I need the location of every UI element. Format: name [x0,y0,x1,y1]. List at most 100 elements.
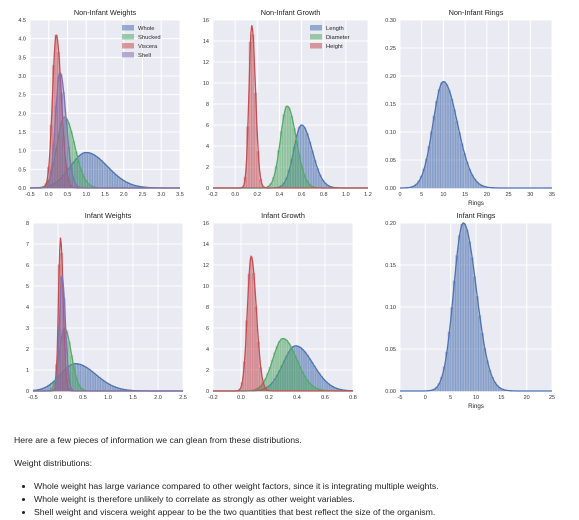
y-tick-label: 4 [206,144,209,150]
histogram-bar [460,223,464,392]
y-tick-label: 0.0 [18,186,26,192]
chart-title: Infant Rings [457,211,496,220]
histogram-bar [308,141,312,189]
x-tick-label: 0.4 [276,192,284,198]
histogram-bar [465,229,469,392]
kde-line [213,254,353,392]
x-tick-label: 10 [473,395,479,401]
legend-swatch [122,25,134,31]
y-tick-label: 6 [26,263,29,269]
histogram-bar [467,241,472,392]
histogram-bar [462,153,467,189]
chart-title: Non-Infant Weights [74,8,137,17]
histogram-bar [94,155,98,189]
histogram-bar [440,82,444,189]
kde-line [400,81,552,189]
histogram-bar [117,176,121,189]
x-tick-label: -5 [398,395,403,401]
y-tick-label: 1.0 [18,149,26,155]
y-tick-label: 0 [206,389,209,395]
histogram-bar [432,115,436,189]
x-tick-label: 0.8 [320,192,328,198]
y-tick-label: 3.5 [18,55,26,61]
x-tick-label: 20 [524,395,530,401]
x-tick-label: 0.0 [231,192,239,198]
x-tick-label: -0.2 [208,395,217,401]
x-tick-label: 1.0 [104,395,112,401]
y-tick-label: 10 [203,284,209,290]
histogram-bar [57,76,61,189]
histogram-bar [282,338,286,392]
x-tick-label: 2.0 [120,192,128,198]
x-tick-label: 10 [440,192,446,198]
x-tick-label: 3.5 [176,192,184,198]
legend-label: Length [326,26,344,32]
y-tick-label: 4 [206,347,209,353]
histogram-bar [105,382,109,392]
histogram-bar [249,256,253,392]
y-tick-label: 1 [26,368,29,374]
y-tick-label: 0.25 [385,46,396,52]
x-tick-label: 35 [549,192,555,198]
y-tick-label: 0.5 [18,167,26,173]
y-tick-label: 0.15 [385,102,396,108]
histogram-bar [460,143,464,189]
histogram-bar [298,367,302,392]
histogram-bar [119,178,123,189]
legend-label: Whole [138,26,154,32]
chart-title: Non-Infant Rings [449,8,504,17]
histogram-bar [102,380,106,392]
x-tick-label: -0.2 [208,192,217,198]
x-tick-label: 3.0 [157,192,165,198]
legend-label: Shucked [138,35,161,41]
legend-swatch [122,52,134,58]
x-tick-label: 5 [420,192,423,198]
legend-swatch [310,25,322,31]
histogram-bar [445,84,449,189]
bullet-item: Shell weight and viscera weight appear t… [34,506,439,519]
y-tick-label: 0.15 [385,263,396,269]
chart-panel: -0.5 0.0 0.5 1.0 1.5 2.0 2.5 0 1 2 3 4 5 6 7 8 Infant We… [26,211,187,401]
histogram-bar [291,351,295,392]
x-tick-label: 0.6 [321,395,329,401]
histogram-bar [480,332,484,392]
histogram-bar [97,157,101,189]
histogram-bar [90,370,94,392]
histogram-bar [455,120,459,189]
x-tick-label: 0.0 [45,192,53,198]
histogram-bar [273,352,277,392]
histogram-bar [472,276,477,392]
histogram-bar [289,346,293,392]
histogram-bar [92,154,96,189]
x-tick-label: 2.5 [139,192,147,198]
chart-title: Infant Growth [261,211,305,220]
y-tick-label: 8 [206,305,209,311]
x-tick-label: 2.0 [154,395,162,401]
chart-panel: -0.2 0.0 0.2 0.4 0.6 0.8 1.0 1.2 0 2 4 6 8 10 12 14 16 No… [203,8,372,198]
histogram-bar [89,153,93,189]
histogram-bar [104,164,108,189]
bullet-item: Whole weight is therefore unlikely to co… [34,493,439,506]
chart-grid: -0.5 0.0 0.5 1.0 1.5 2.0 2.5 3.0 3.50.00.51.01.5… [18,8,555,410]
histogram-bar [457,235,461,392]
x-tick-label: 0.4 [293,395,301,401]
histogram-bar [447,90,451,189]
y-tick-label: 0.05 [385,158,396,164]
histogram-bar [478,315,482,392]
histogram-bar [437,89,441,189]
histogram-bar [275,345,279,392]
y-tick-label: 4 [26,305,29,311]
y-tick-label: 4.5 [18,18,26,24]
histogram-bar [470,257,474,392]
histogram-bar [457,132,461,189]
y-tick-label: 10 [203,81,209,87]
y-tick-label: 4.0 [18,37,26,43]
x-tick-label: 0.8 [349,395,357,401]
weight-heading: Weight distributions: [14,458,93,468]
legend-label: Height [326,44,343,50]
y-tick-label: 0 [26,389,29,395]
y-tick-label: 0.00 [385,389,396,395]
y-tick-label: 2 [206,368,209,374]
histogram-bar [284,339,288,392]
histogram-bar [252,272,256,392]
